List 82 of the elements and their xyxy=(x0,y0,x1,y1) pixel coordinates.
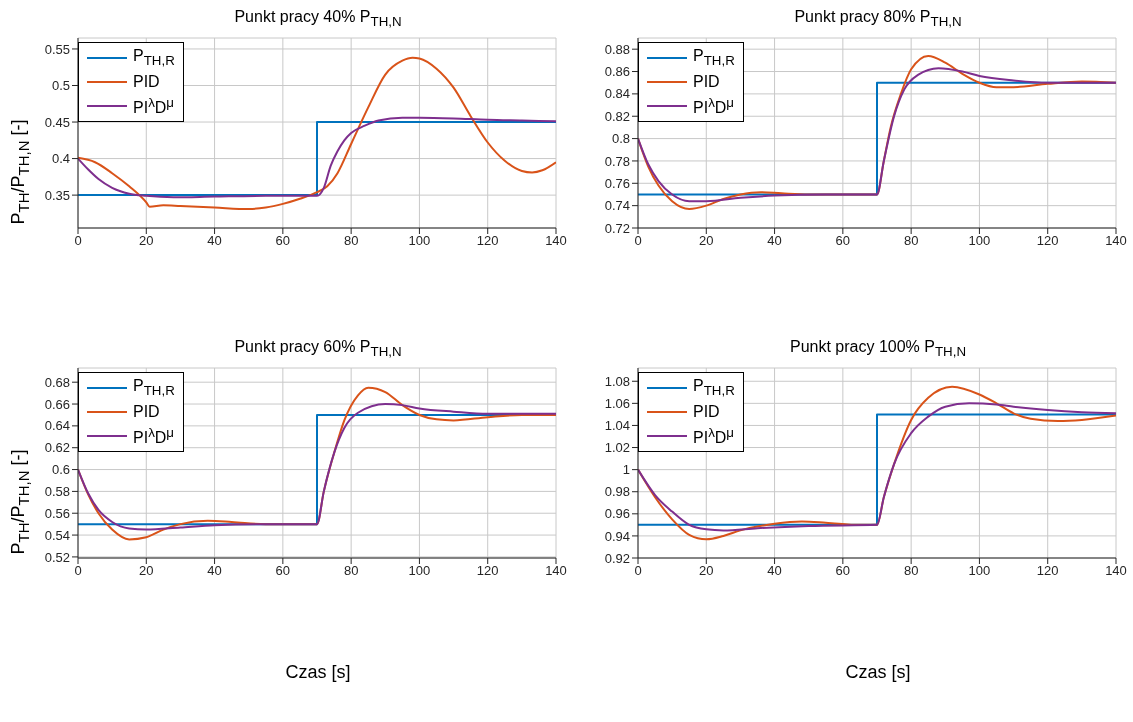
x-axis-title: Czas [s] xyxy=(845,662,911,682)
x-tick-label: 20 xyxy=(699,233,714,249)
y-tick-label: 0.98 xyxy=(604,484,630,500)
x-tick-label: 140 xyxy=(1105,563,1127,579)
legend-label: PID xyxy=(693,403,720,421)
x-tick-label: 20 xyxy=(139,233,154,249)
x-tick-label: 120 xyxy=(476,563,499,579)
y-tick-label: 0.52 xyxy=(44,549,70,565)
legend-label: P$_{TH,R}$ xyxy=(693,377,735,399)
x-tick-label: 0 xyxy=(634,563,642,579)
legend-label: P$_{TH,R}$ xyxy=(693,47,735,69)
y-tick-label: 0.94 xyxy=(604,528,630,544)
x-tick-label: 60 xyxy=(835,563,851,579)
x-tick-label: 60 xyxy=(835,233,851,249)
x-tick-label: 40 xyxy=(767,563,782,579)
legend-label: PID xyxy=(133,403,160,421)
y-tick-label: 0.82 xyxy=(604,108,630,124)
x-tick-label: 0 xyxy=(74,563,82,579)
y-tick-label: 0.86 xyxy=(604,64,630,80)
x-tick-label: 100 xyxy=(968,563,991,579)
y-tick-label: 1.06 xyxy=(604,395,630,411)
x-axis-title: Czas [s] xyxy=(285,662,351,682)
y-tick-label: 0.64 xyxy=(44,418,70,434)
x-tick-label: 120 xyxy=(1036,233,1059,249)
y-tick-label: 0.66 xyxy=(44,396,70,412)
legend-label: PI$^{λ}$D$^{μ}$ xyxy=(133,424,175,448)
y-tick-label: 0.54 xyxy=(44,527,70,543)
y-tick-label: 1 xyxy=(622,462,630,478)
x-tick-label: 80 xyxy=(903,563,919,579)
y-tick-label: 1.04 xyxy=(604,418,630,434)
y-tick-label: 0.6 xyxy=(51,462,70,478)
x-tick-label: 140 xyxy=(545,233,567,249)
x-tick-label: 40 xyxy=(767,233,782,249)
x-tick-label: 60 xyxy=(275,233,291,249)
x-tick-label: 0 xyxy=(634,233,642,249)
x-tick-label: 40 xyxy=(207,563,222,579)
y-tick-label: 0.88 xyxy=(604,41,630,57)
x-tick-label: 80 xyxy=(343,563,359,579)
chart-title: Punkt pracy 100% P$_{TH,N}$ xyxy=(789,338,967,360)
x-tick-label: 120 xyxy=(1036,563,1059,579)
y-tick-label: 0.4 xyxy=(51,151,70,167)
y-tick-label: 1.02 xyxy=(604,440,630,456)
y-tick-label: 0.62 xyxy=(44,440,70,456)
chart-title: Punkt pracy 80% P$_{TH,N}$ xyxy=(794,8,962,30)
x-tick-label: 0 xyxy=(74,233,82,249)
x-tick-label: 80 xyxy=(903,233,919,249)
legend-label: PID xyxy=(133,73,160,91)
y-tick-label: 0.84 xyxy=(604,86,630,102)
y-tick-label: 1.08 xyxy=(604,373,630,389)
y-tick-label: 0.68 xyxy=(44,374,70,390)
x-tick-label: 100 xyxy=(408,563,431,579)
x-tick-label: 100 xyxy=(408,233,431,249)
legend-label: P$_{TH,R}$ xyxy=(133,377,175,399)
y-tick-label: 0.92 xyxy=(604,550,630,566)
y-tick-label: 0.74 xyxy=(604,198,630,214)
x-tick-label: 100 xyxy=(968,233,991,249)
x-tick-label: 120 xyxy=(476,233,499,249)
x-tick-label: 20 xyxy=(139,563,154,579)
legend-label: PI$^{λ}$D$^{μ}$ xyxy=(133,94,175,118)
y-tick-label: 0.55 xyxy=(44,41,70,57)
legend-label: P$_{TH,R}$ xyxy=(133,47,175,69)
x-tick-label: 140 xyxy=(545,563,567,579)
chart-title: Punkt pracy 40% P$_{TH,N}$ xyxy=(234,8,402,30)
legend-label: PI$^{λ}$D$^{μ}$ xyxy=(693,94,735,118)
y-tick-label: 0.78 xyxy=(604,153,630,169)
legend-label: PID xyxy=(693,73,720,91)
x-tick-label: 80 xyxy=(343,233,359,249)
y-tick-label: 0.35 xyxy=(44,187,70,203)
y-tick-label: 0.58 xyxy=(44,484,70,500)
x-tick-label: 20 xyxy=(699,563,714,579)
y-tick-label: 0.76 xyxy=(604,175,630,191)
y-tick-label: 0.45 xyxy=(44,114,70,130)
x-tick-label: 40 xyxy=(207,233,222,249)
y-tick-label: 0.56 xyxy=(44,505,70,521)
x-tick-label: 60 xyxy=(275,563,291,579)
chart-title: Punkt pracy 60% P$_{TH,N}$ xyxy=(234,338,402,360)
y-tick-label: 0.72 xyxy=(604,220,630,236)
y-tick-label: 0.96 xyxy=(604,506,630,522)
x-tick-label: 140 xyxy=(1105,233,1127,249)
legend-label: PI$^{λ}$D$^{μ}$ xyxy=(693,424,735,448)
y-tick-label: 0.5 xyxy=(51,78,70,94)
y-tick-label: 0.8 xyxy=(611,131,630,147)
